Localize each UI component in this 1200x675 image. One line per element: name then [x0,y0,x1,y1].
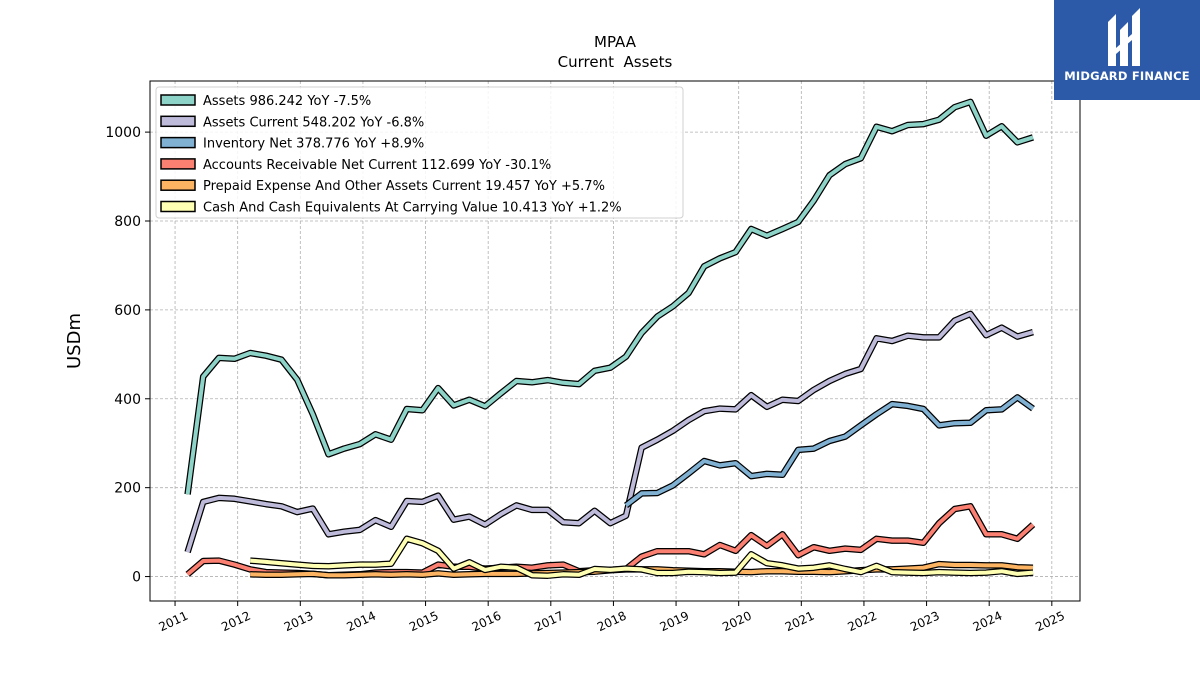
legend-swatch [160,115,196,128]
series-1 [184,310,1034,554]
x-tick-label: 2011 [157,609,191,635]
legend-swatch [160,200,196,213]
series-2 [624,394,1035,508]
legend-entry: Accounts Receivable Net Current 112.699 … [203,158,551,173]
legend-entry: Prepaid Expense And Other Assets Current… [203,179,605,194]
x-tick-label: 2023 [908,609,942,635]
series-line [624,395,1035,507]
y-tick-label: 200 [114,481,141,497]
y-tick-label: 0 [132,570,141,586]
x-tick-label: 2012 [219,609,253,635]
brand-name: MIDGARD FINANCE [1064,69,1190,83]
y-tick-label: 1000 [105,125,141,141]
legend-entry: Cash And Cash Equivalents At Carrying Va… [203,201,622,216]
series-5 [249,535,1034,579]
series-line-outline [184,310,1034,554]
x-axis: 2011 2012 2013 2014 2015 2016 2017 2018 2019 2020… [157,601,1067,634]
chart-subtitle: Current Assets [558,53,673,71]
legend-entry: Inventory Net 378.776 YoY +8.9% [203,137,424,152]
y-tick-label: 600 [114,303,141,319]
brand-mark-icon [1108,8,1140,66]
x-tick-label: 2018 [595,609,629,635]
x-tick-label: 2016 [470,609,504,635]
legend-swatch [160,158,196,170]
legend-entry: Assets 986.242 YoY -7.5% [203,94,371,109]
y-tick-label: 800 [114,214,141,230]
x-tick-label: 2019 [658,609,692,635]
series-line [185,311,1034,553]
x-tick-label: 2015 [407,609,441,635]
legend: Assets 986.242 YoY -7.5% Assets Current 5… [155,86,684,219]
brand-logo: MIDGARD FINANCE [1054,0,1200,100]
series-layer [184,98,1036,579]
x-tick-label: 2020 [720,609,754,635]
legend-entry: Assets Current 548.202 YoY -6.8% [203,115,424,130]
series-line-outline [624,394,1035,508]
x-tick-label: 2013 [282,609,316,635]
y-tick-label: 400 [114,392,141,408]
plot-frame [149,80,1081,602]
y-axis-label: USDm [64,313,85,369]
chart-title: MPAA [594,33,637,51]
y-axis: 0 200 400 600 800 1000 [105,125,150,586]
x-tick-label: 2024 [971,609,1005,635]
series-line [250,536,1034,578]
x-tick-label: 2014 [344,609,378,635]
x-tick-label: 2021 [783,609,817,635]
legend-swatch [160,136,196,149]
x-tick-label: 2017 [532,609,566,635]
legend-swatch [160,179,196,191]
x-tick-label: 2025 [1033,609,1067,635]
legend-swatch [160,94,196,106]
series-line [185,99,1034,495]
x-tick-label: 2022 [845,609,879,635]
legend-box [155,86,684,219]
series-0 [184,98,1034,495]
